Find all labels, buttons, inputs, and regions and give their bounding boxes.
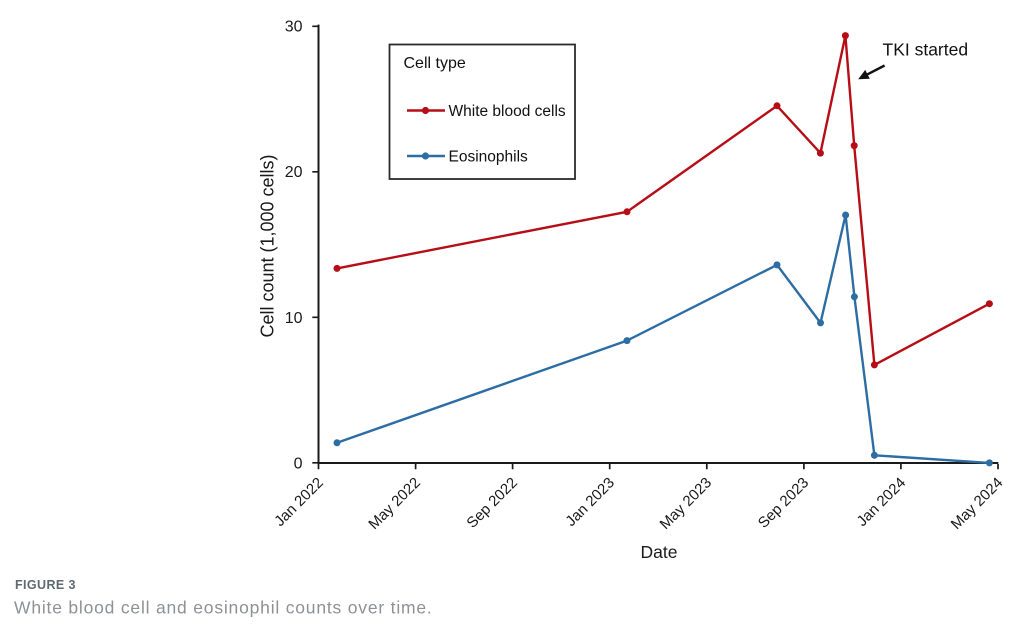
svg-text:White blood cell and eosinophi: White blood cell and eosinophil counts o…: [14, 598, 433, 618]
svg-text:White blood cells: White blood cells: [449, 103, 566, 120]
svg-text:TKI started: TKI started: [883, 40, 969, 60]
svg-text:30: 30: [285, 18, 303, 35]
svg-text:Cell count (1,000 cells): Cell count (1,000 cells): [258, 154, 278, 337]
svg-text:0: 0: [294, 456, 303, 473]
svg-text:FIGURE 3: FIGURE 3: [15, 578, 76, 592]
svg-text:10: 10: [285, 310, 303, 327]
svg-text:Eosinophils: Eosinophils: [449, 149, 529, 166]
svg-text:20: 20: [285, 164, 303, 181]
svg-text:Cell type: Cell type: [404, 55, 466, 72]
svg-text:Date: Date: [641, 542, 678, 562]
